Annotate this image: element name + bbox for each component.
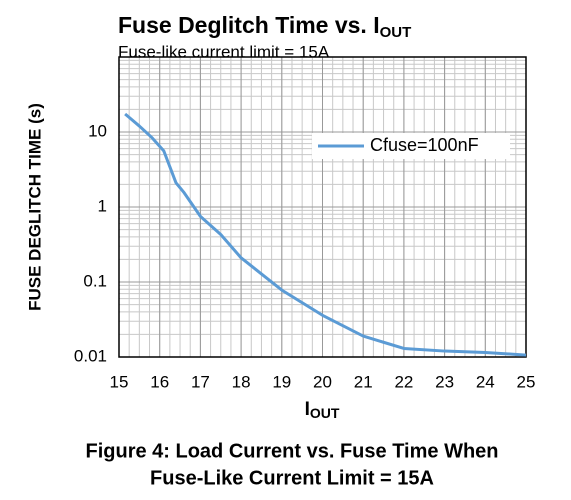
y-tick-label: 0.01 xyxy=(74,346,107,365)
x-tick-label: 15 xyxy=(110,372,129,391)
x-tick-label: 17 xyxy=(191,372,210,391)
y-tick-label: 1 xyxy=(98,196,107,215)
y-tick-label: 10 xyxy=(88,121,107,140)
title-subscript: OUT xyxy=(380,24,412,41)
caption-line: Figure 4: Load Current vs. Fuse Time Whe… xyxy=(85,440,498,462)
x-tick-label: 18 xyxy=(232,372,251,391)
x-tick-label: 22 xyxy=(394,372,413,391)
x-axis-label: IOUT xyxy=(305,399,340,421)
x-tick-label: 24 xyxy=(476,372,495,391)
x-tick-label: 21 xyxy=(354,372,373,391)
title-text: Fuse Deglitch Time vs. I xyxy=(118,12,380,38)
xlabel-text: I xyxy=(305,399,310,420)
x-tick-label: 25 xyxy=(517,372,536,391)
y-axis-label: FUSE DEGLITCH TIME (s) xyxy=(25,103,44,311)
legend-label: Cfuse=100nF xyxy=(370,135,479,155)
x-tick-label: 20 xyxy=(313,372,332,391)
chart-title: Fuse Deglitch Time vs. IOUT xyxy=(118,12,411,41)
x-tick-label: 23 xyxy=(435,372,454,391)
plot-frame xyxy=(118,56,527,358)
x-tick-label: 19 xyxy=(272,372,291,391)
data-line xyxy=(124,112,527,357)
y-tick-label: 0.1 xyxy=(83,271,107,290)
x-tick-label: 16 xyxy=(150,372,169,391)
xlabel-subscript: OUT xyxy=(310,405,340,421)
caption-line: Fuse-Like Current Limit = 15A xyxy=(150,467,434,489)
